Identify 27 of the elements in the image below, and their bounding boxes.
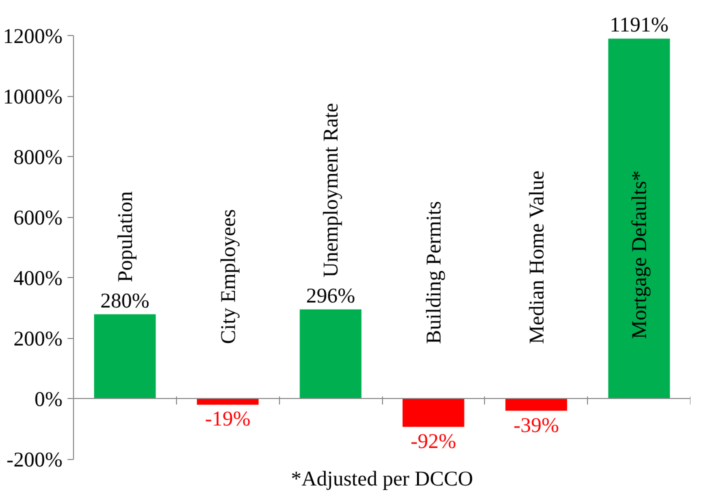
x-tick-label: Median Home Value [524,170,548,344]
data-label: 296% [306,283,356,308]
x-tick-label: Mortgage Defaults* [627,170,652,339]
data-label: -92% [410,428,456,453]
data-label: -39% [514,412,560,437]
y-tick-label: 1200% [3,24,63,48]
x-tick-label: Unemployment Rate [318,103,343,278]
data-label: -19% [205,406,251,431]
y-tick-label: 0% [34,386,63,411]
bar [196,398,259,405]
data-label: 1191% [610,12,668,37]
data-label: 280% [100,288,150,312]
y-tick-label: 1000% [3,84,63,108]
x-tick-label: Building Permits [421,201,446,344]
y-tick-label: 200% [14,326,63,350]
x-tick-label: City Employees [216,209,240,344]
y-tick-label: -200% [6,448,63,472]
y-tick-label: 400% [14,266,63,290]
bar [505,398,568,411]
y-tick-label: 800% [14,144,63,169]
bar [94,314,156,399]
text: *Adjusted per DCCO [291,466,474,490]
y-tick-label: 600% [14,205,63,230]
bar [402,398,464,427]
bar [608,38,670,399]
bar [300,309,362,399]
x-tick-label: Population [112,190,137,282]
